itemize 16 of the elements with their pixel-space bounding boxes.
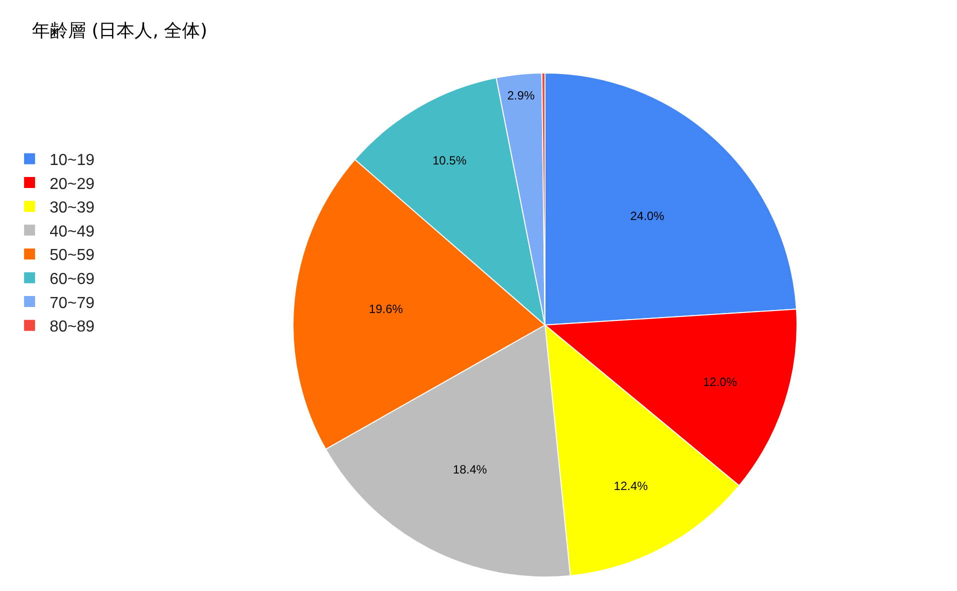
legend-label: 80~89: [50, 318, 95, 336]
data-label: 12.0%: [703, 374, 738, 389]
data-label: 12.4%: [614, 479, 648, 494]
legend-label: 20~29: [50, 176, 95, 193]
data-label: 24.0%: [630, 208, 665, 223]
data-label: 18.4%: [452, 462, 488, 477]
legend-label: 70~79: [50, 294, 95, 312]
legend-label: 50~59: [50, 247, 95, 264]
legend-label: 60~69: [50, 270, 95, 288]
data-label: 10.5%: [432, 153, 467, 168]
legend-label: 40~49: [50, 223, 95, 240]
chart-title: 年齢層 (日本人, 全体): [32, 20, 208, 42]
legend-label: 10~19: [50, 152, 95, 169]
data-label: 19.6%: [368, 302, 404, 316]
data-label: 2.9%: [507, 88, 535, 102]
legend-label: 30~39: [50, 200, 95, 217]
